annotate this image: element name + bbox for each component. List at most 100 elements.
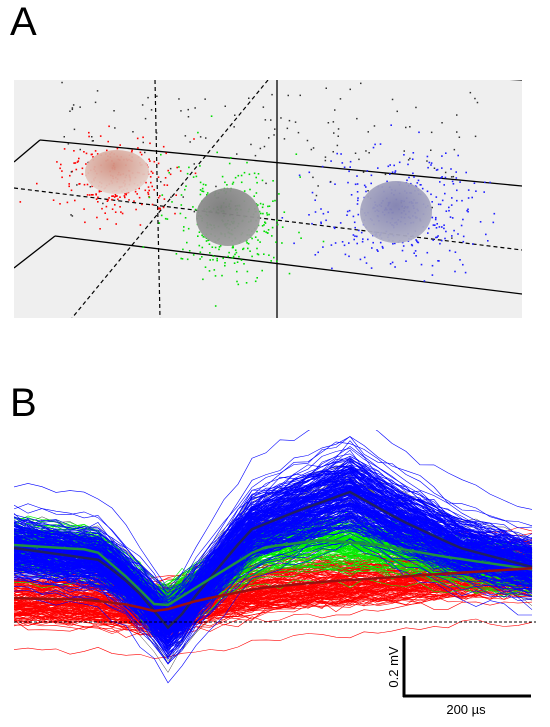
noise-point: [405, 126, 407, 129]
cluster-point-red: [36, 182, 38, 185]
waveform-trace-blue: [14, 524, 533, 651]
cluster-point-green: [180, 204, 183, 206]
cluster-point-red: [162, 145, 165, 148]
cluster-point-blue: [427, 166, 429, 169]
cluster-point-green: [272, 200, 274, 202]
cluster-point-green: [214, 246, 217, 249]
cluster-point-green: [266, 214, 269, 216]
noise-point: [474, 135, 477, 138]
noise-point: [474, 97, 476, 100]
cluster-point-blue: [428, 161, 431, 164]
noise-point: [259, 147, 262, 150]
cluster-point-red: [119, 196, 121, 198]
cluster-point-green: [322, 240, 325, 243]
noise-point: [265, 182, 267, 185]
cluster-point-red: [134, 190, 137, 193]
waveform-trace-blue: [14, 508, 533, 633]
cluster-point-blue: [372, 241, 374, 244]
cluster-point-green: [198, 244, 201, 247]
cluster-point-blue: [381, 245, 384, 248]
noise-point: [248, 97, 250, 99]
cluster-point-red: [107, 199, 109, 201]
cluster-point-green: [186, 258, 189, 261]
cluster-point-blue: [347, 181, 349, 184]
cluster-point-green: [264, 222, 267, 224]
noise-point: [141, 104, 144, 106]
cluster-point-red: [111, 208, 114, 210]
cluster-point-green: [271, 226, 274, 229]
cluster-point-red: [92, 194, 94, 196]
cluster-point-green: [186, 241, 188, 244]
waveform-trace-blue: [14, 492, 533, 659]
cluster-point-green: [257, 204, 259, 206]
noise-point: [274, 128, 276, 130]
cluster-point-blue: [391, 261, 394, 264]
cluster-point-blue: [451, 235, 453, 237]
noise-point: [407, 159, 410, 161]
noise-point: [199, 136, 202, 138]
cluster-point-green: [228, 251, 230, 254]
cluster-point-red: [86, 183, 89, 186]
cluster-point-green: [251, 255, 253, 258]
cluster-point-green: [209, 259, 211, 261]
cluster-point-green: [281, 242, 283, 244]
waveform-trace-blue: [14, 430, 533, 589]
cluster-point-green: [195, 175, 198, 178]
noise-point: [178, 98, 180, 100]
noise-point: [315, 194, 318, 197]
cluster-point-blue: [389, 263, 392, 265]
cluster-point-green: [255, 176, 257, 179]
cluster-point-blue: [457, 154, 459, 157]
axis-line: [14, 139, 41, 163]
waveform-trace-blue: [14, 513, 533, 647]
cluster-point-red: [139, 224, 142, 226]
cluster-point-blue: [434, 224, 436, 226]
cluster-point-red: [99, 135, 102, 137]
noise-point: [271, 93, 273, 96]
cluster-point-blue: [367, 238, 369, 241]
cluster-point-green: [235, 251, 238, 254]
scale-horizontal-label: 200 µs: [446, 702, 486, 717]
cluster-point-blue: [485, 233, 487, 236]
noise-point: [360, 82, 362, 85]
waveform-trace-red: [14, 568, 533, 615]
cluster-point-blue: [365, 190, 367, 193]
cluster-point-blue: [426, 155, 429, 158]
cluster-point-blue: [483, 191, 485, 193]
cluster-point-red: [61, 176, 63, 179]
cluster-point-green: [210, 115, 213, 117]
noise-point: [150, 109, 153, 111]
cluster-point-blue: [343, 166, 346, 169]
cluster-point-red: [108, 197, 110, 199]
noise-point: [273, 134, 275, 136]
cluster-point-blue: [430, 193, 432, 196]
cluster-point-green: [263, 224, 265, 226]
noise-point: [156, 95, 158, 97]
cluster-point-red: [88, 135, 90, 138]
cluster-point-blue: [370, 174, 373, 177]
noise-point: [71, 108, 74, 111]
cluster-point-green: [208, 270, 211, 272]
cluster-point-blue: [398, 161, 401, 164]
cluster-point-red: [148, 189, 150, 192]
cluster-point-green: [238, 255, 240, 258]
cluster-point-green: [183, 226, 185, 228]
cluster-point-blue: [348, 255, 350, 258]
waveform-trace-blue: [14, 441, 533, 617]
noise-point: [294, 121, 297, 123]
noise-point: [262, 106, 265, 108]
cluster-point-blue: [374, 143, 376, 146]
cluster-point-green: [205, 240, 208, 242]
cluster-point-green: [211, 246, 214, 248]
cluster-point-blue: [435, 169, 438, 171]
waveform-trace-blue: [14, 477, 533, 635]
cluster-point-red: [141, 203, 143, 206]
noise-point: [61, 81, 63, 84]
cluster-point-red: [147, 186, 150, 188]
cluster-point-blue: [438, 260, 440, 262]
noise-point: [368, 152, 370, 154]
cluster-point-blue: [370, 182, 372, 185]
cluster-point-green: [268, 205, 271, 207]
cluster-point-green: [256, 230, 258, 233]
cluster-point-blue: [441, 167, 443, 169]
